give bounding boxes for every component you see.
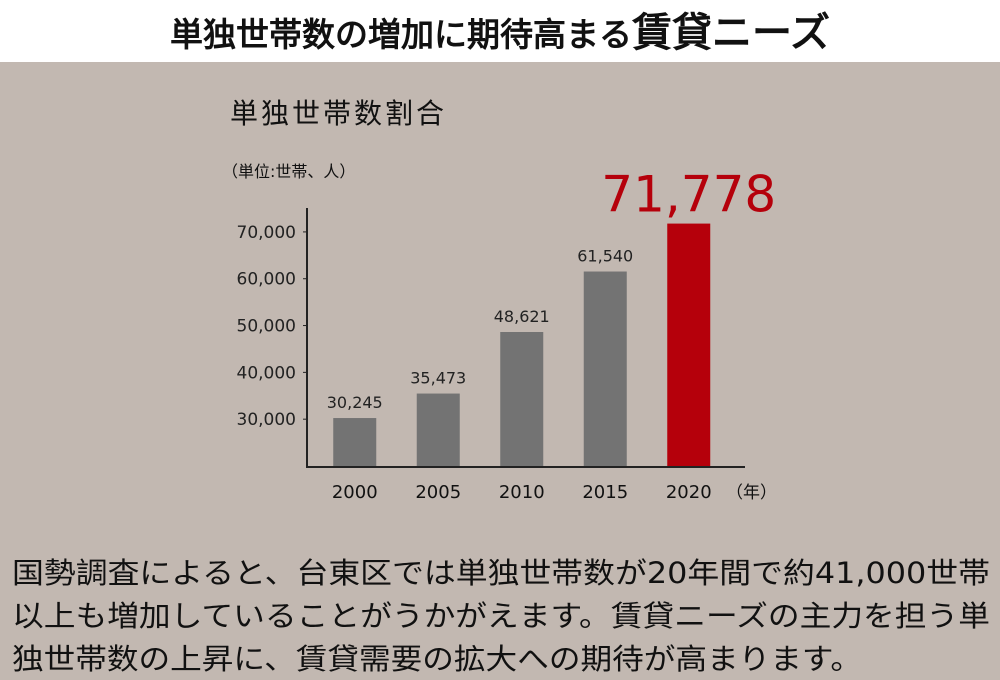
bar xyxy=(416,393,460,466)
y-tick-label: 60,000 xyxy=(237,270,296,290)
y-tick-label: 40,000 xyxy=(237,363,296,383)
x-unit: （年） xyxy=(726,483,777,503)
x-tick-label: 2015 xyxy=(582,482,628,503)
y-tick-label: 50,000 xyxy=(237,317,296,337)
chart-title: 単独世帯数割合 xyxy=(230,97,447,130)
y-tick-label: 30,000 xyxy=(237,410,296,430)
title-main: 単独世帯数の増加に期待高まる xyxy=(170,15,632,54)
content-bg xyxy=(0,62,1000,680)
body-line: 以上も増加していることがうかがえます。賃貸ニーズの主力を担う単 xyxy=(12,599,990,633)
value-label: 48,621 xyxy=(494,307,550,326)
bar xyxy=(500,332,544,466)
header-title: 単独世帯数の増加に期待高まる賃貸ニーズ xyxy=(170,10,830,56)
title-emphasis: 賃貸ニーズ xyxy=(631,10,830,56)
body-line: 独世帯数の上昇に、賃貸需要の拡大への期待が高まります。 xyxy=(12,642,862,676)
value-label: 35,473 xyxy=(410,369,466,388)
bar xyxy=(583,271,627,466)
x-tick-label: 2010 xyxy=(499,482,545,503)
x-tick-label: 2000 xyxy=(332,482,378,503)
value-label: 30,245 xyxy=(327,393,383,412)
body-line: 国勢調査によると、台東区では単独世帯数が20年間で約41,000世帯 xyxy=(12,556,990,590)
header-bg xyxy=(0,0,1000,62)
value-label-highlight: 71,778 xyxy=(601,166,776,224)
x-tick-label: 2020 xyxy=(666,482,712,503)
bar xyxy=(667,223,711,466)
value-label: 61,540 xyxy=(577,247,633,266)
bar xyxy=(333,418,377,466)
y-tick-label: 70,000 xyxy=(237,223,296,243)
unit-label: （単位:世帯、人） xyxy=(222,162,355,181)
x-tick-label: 2005 xyxy=(415,482,461,503)
